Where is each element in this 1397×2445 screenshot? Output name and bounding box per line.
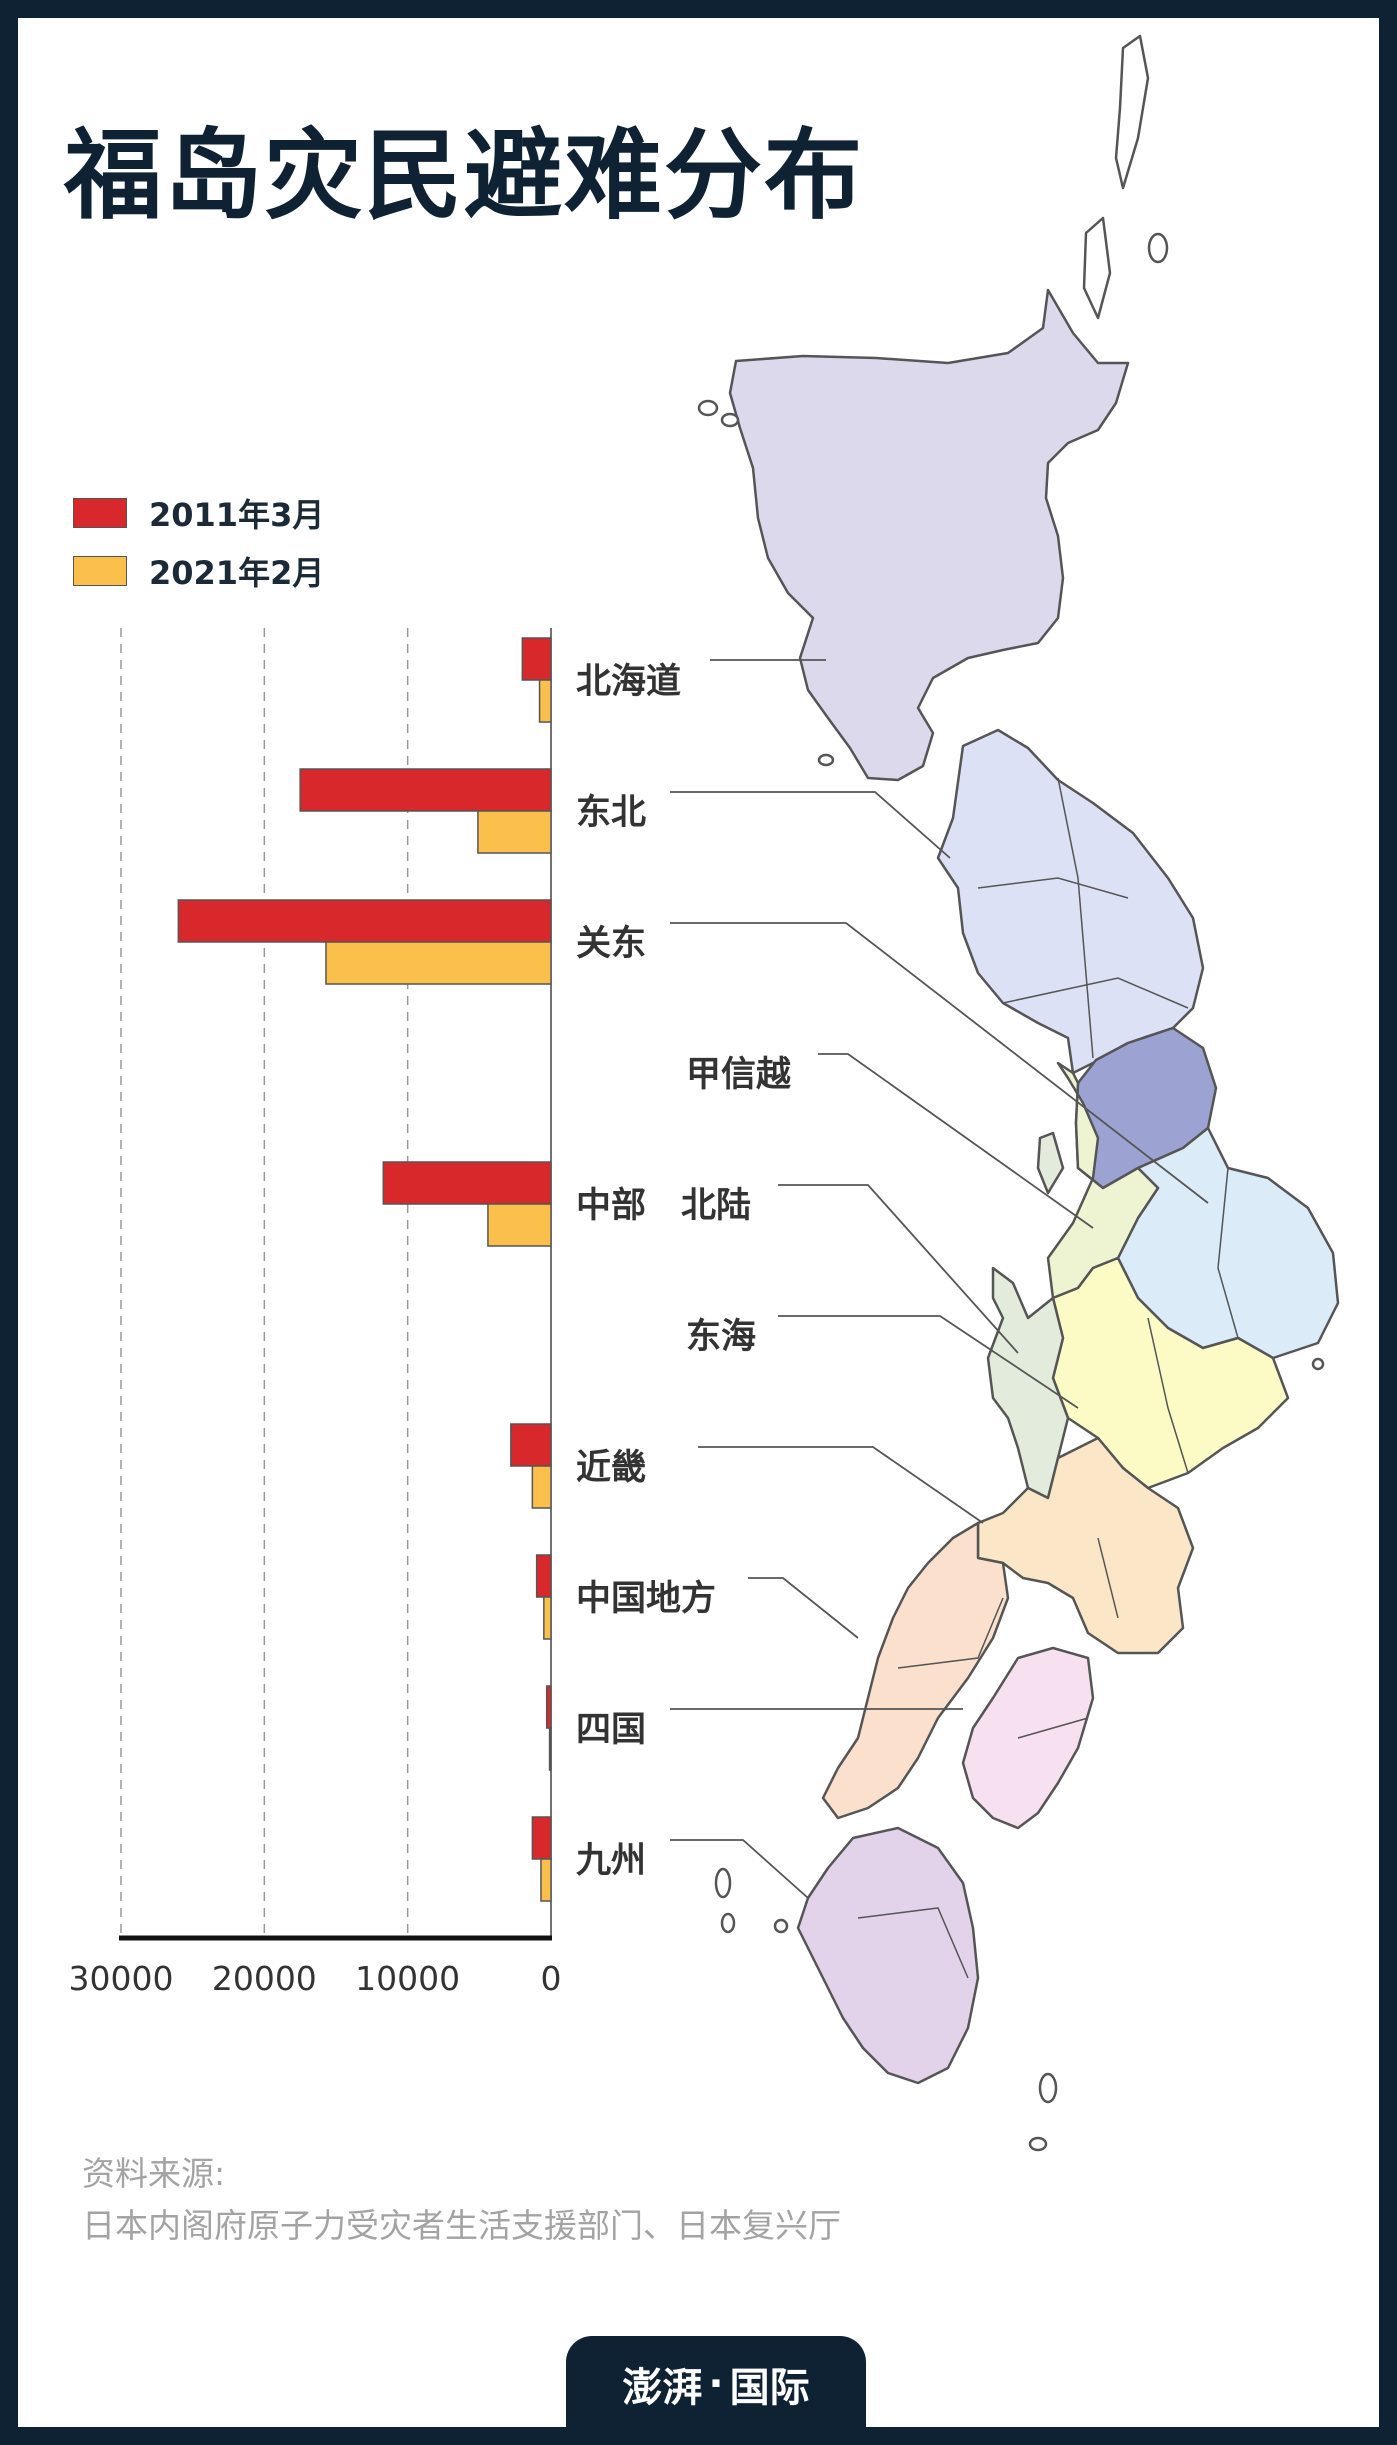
leader-line [778, 1315, 1079, 1409]
map-prefecture-border [857, 1907, 969, 1979]
bar-2011 [545, 1685, 552, 1729]
leader-line [670, 922, 1209, 1204]
map-prefecture-border [977, 877, 1129, 899]
leader-line [748, 1577, 859, 1639]
map-island [1038, 2072, 1058, 2104]
bar-2011 [177, 899, 552, 943]
brand-logo: 澎湃 · 国际 [566, 2336, 866, 2427]
brand-section: 国际 [729, 2364, 810, 2411]
category-label: 东海 [686, 1317, 756, 1357]
legend-label-2011: 2011年3月 [149, 496, 325, 534]
category-label: 东北 [576, 793, 646, 833]
map-region-hokkaido [728, 288, 1130, 782]
x-tick-label: 0 [541, 1959, 562, 1998]
map-region-kyushu [796, 1826, 980, 2085]
bar-2011 [299, 768, 552, 812]
legend-swatch-2021 [73, 556, 127, 586]
category-label: 中国地方 [576, 1579, 716, 1619]
bar-2011 [531, 1816, 552, 1860]
map-island [1082, 216, 1112, 320]
map-island [1036, 1131, 1065, 1195]
map-island [714, 1867, 732, 1899]
leader-line [670, 1839, 809, 1899]
bar-2021 [531, 1465, 552, 1509]
page-title: 福岛灾民避难分布 [64, 119, 865, 233]
map-prefecture-border [1057, 777, 1094, 1059]
category-label: 甲信越 [686, 1055, 792, 1095]
x-tick-label: 10000 [355, 1959, 460, 1998]
bar-2011 [510, 1423, 552, 1467]
leader-line [698, 1446, 984, 1524]
bar-2021 [325, 941, 552, 985]
category-label: 四国 [576, 1710, 646, 1750]
map-island [1311, 1357, 1325, 1371]
bar-2011 [382, 1161, 552, 1205]
category-label: 关东 [576, 924, 646, 964]
map-island [1028, 2136, 1048, 2152]
category-label: 北海道 [576, 662, 681, 702]
leader-line [670, 791, 951, 859]
bar-2021 [543, 1596, 552, 1640]
bar-2021 [548, 1727, 552, 1771]
leader-line [778, 1184, 1019, 1354]
category-label: 中部 北陆 [576, 1186, 751, 1226]
map-island [697, 399, 719, 417]
x-tick-label: 20000 [212, 1959, 317, 1998]
map-region-tokai [1051, 1256, 1290, 1490]
map-prefecture-border [1147, 1317, 1189, 1474]
bar-2021 [487, 1203, 552, 1247]
map-prefecture-border [897, 1597, 1004, 1669]
map-prefecture-border [1217, 1167, 1239, 1339]
japan-map [697, 34, 1340, 2152]
map-island [1147, 232, 1169, 264]
source-label: 资料来源: [82, 2154, 226, 2193]
x-tick-label: 30000 [69, 1959, 174, 1998]
bar-2021 [538, 679, 552, 723]
category-label: 近畿 [576, 1448, 646, 1488]
bar-2021 [477, 810, 552, 854]
map-island [720, 1912, 736, 1934]
map-prefecture-border [1097, 1537, 1119, 1619]
legend-label-2021: 2021年2月 [149, 554, 325, 592]
map-prefecture-border [1002, 977, 1189, 1009]
map-region-shikoku [961, 1646, 1095, 1830]
bar-2011 [535, 1554, 552, 1598]
bar-2011 [521, 637, 552, 681]
source-note: 资料来源: 日本内阁府原子力受灾者生活支援部门、日本复兴厅 [82, 2148, 841, 2252]
leader-line [818, 1053, 1094, 1229]
legend-swatch-2011 [73, 498, 127, 528]
map-prefecture-border [1017, 1717, 1089, 1739]
bar-2021 [540, 1858, 552, 1902]
source-text: 日本内阁府原子力受灾者生活支援部门、日本复兴厅 [82, 2206, 841, 2245]
map-region-chugoku [821, 1521, 1010, 1820]
legend-item-2011: 2011年3月 [73, 496, 324, 534]
legend-item-2021: 2021年2月 [73, 554, 324, 592]
map-island [817, 753, 835, 767]
brand-name: 澎湃 [622, 2364, 703, 2411]
category-label: 九州 [576, 1841, 646, 1881]
map-island [1114, 34, 1150, 190]
infographic-canvas: 福岛灾民避难分布 2011年3月 2021年2月 [18, 18, 1379, 2427]
brand-dot: · [708, 2360, 724, 2407]
map-island [720, 412, 740, 428]
map-island [773, 1918, 789, 1934]
